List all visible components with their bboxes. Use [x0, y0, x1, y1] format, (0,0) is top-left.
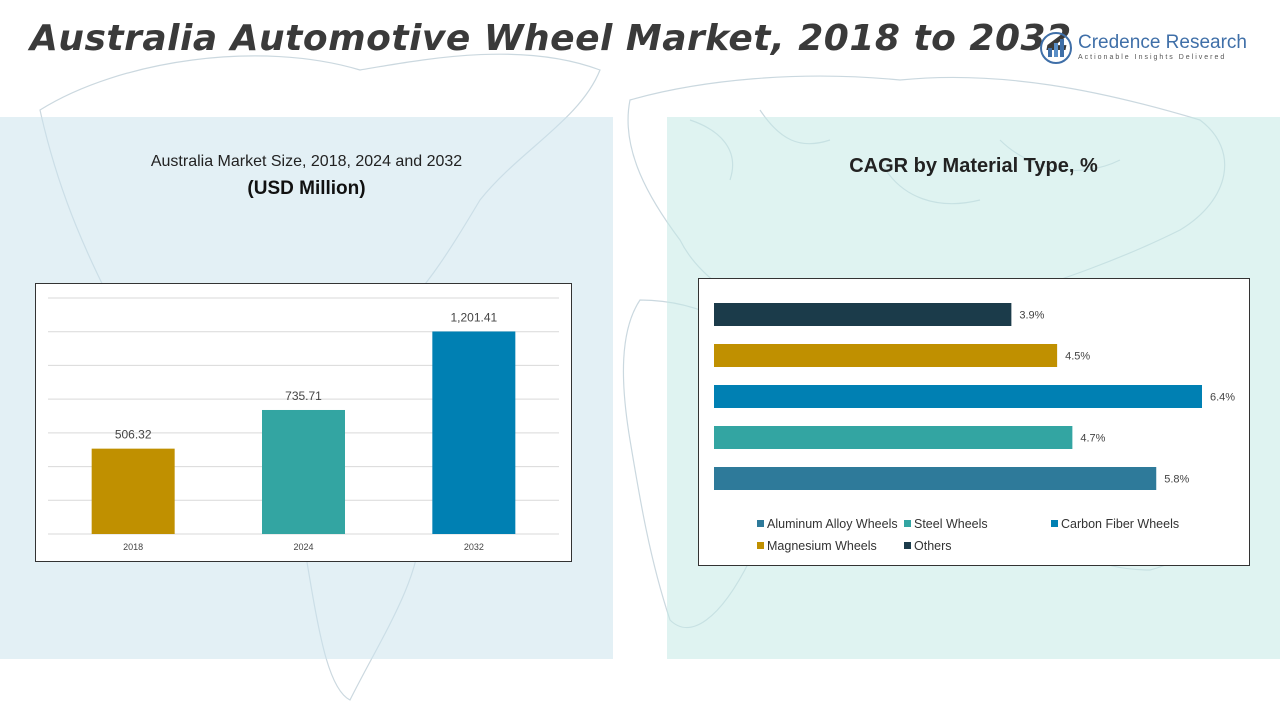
x-tick-label: 2018	[123, 542, 143, 552]
bar-value-label: 1,201.41	[450, 310, 497, 324]
cagr-value-label: 4.5%	[1065, 351, 1090, 363]
market-size-chart: 506.32 2018 735.71 2024 1,201.41 2032	[35, 283, 572, 562]
legend-label: Steel Wheels	[914, 517, 988, 531]
cagr-value-label: 3.9%	[1019, 310, 1044, 322]
market-size-title: Australia Market Size, 2018, 2024 and 20…	[150, 153, 463, 170]
cagr-value-label: 6.4%	[1210, 392, 1235, 404]
legend-swatch	[757, 542, 764, 549]
market-size-unit: (USD Million)	[247, 178, 366, 199]
legend-label: Aluminum Alloy Wheels	[767, 517, 898, 531]
bar-2018	[91, 448, 175, 534]
logo-name: Credence Research	[1078, 32, 1247, 53]
cagr-title: CAGR by Material Type, %	[849, 155, 1098, 177]
bar-2024	[262, 409, 345, 534]
x-tick-label: 2032	[464, 542, 484, 552]
legend-swatch	[1051, 520, 1058, 527]
legend-label: Carbon Fiber Wheels	[1061, 517, 1180, 531]
logo-tagline: Actionable Insights Delivered	[1078, 54, 1227, 61]
market-size-chart-svg: 506.32 2018 735.71 2024 1,201.41 2032	[48, 297, 559, 552]
legend-swatch	[904, 520, 911, 527]
credence-research-logo: Credence Research Actionable Insights De…	[1040, 32, 1260, 66]
cagr-bar-aluminum-alloy-wheels	[714, 467, 1157, 490]
legend-item: Aluminum Alloy Wheels	[757, 517, 898, 531]
legend-swatch	[904, 542, 911, 549]
cagr-value-label: 5.8%	[1164, 474, 1189, 486]
bar-value-label: 735.71	[285, 389, 322, 403]
cagr-chart: 3.9% 4.5% 6.4% 4.7% 5.8% Aluminum Alloy Whee…	[698, 278, 1250, 566]
cagr-bar-steel-wheels	[714, 426, 1073, 449]
cagr-bar-carbon-fiber-wheels	[714, 385, 1202, 408]
cagr-chart-svg: 3.9% 4.5% 6.4% 4.7% 5.8%	[714, 303, 1235, 490]
cagr-bar-others	[714, 303, 1012, 326]
bar-value-label: 506.32	[115, 428, 152, 442]
legend-label: Others	[914, 539, 952, 553]
legend-label: Magnesium Wheels	[767, 539, 877, 553]
legend-item: Others	[904, 539, 952, 553]
legend-item: Steel Wheels	[904, 517, 988, 531]
logo-icon	[1040, 32, 1072, 64]
page-title: Australia Automotive Wheel Market, 2018 …	[30, 18, 1072, 59]
legend-item: Magnesium Wheels	[757, 539, 877, 553]
bar-2032	[432, 331, 516, 534]
cagr-value-label: 4.7%	[1080, 433, 1105, 445]
legend-item: Carbon Fiber Wheels	[1051, 517, 1179, 531]
legend-swatch	[757, 520, 764, 527]
cagr-bar-magnesium-wheels	[714, 344, 1058, 367]
x-tick-label: 2024	[293, 542, 313, 552]
